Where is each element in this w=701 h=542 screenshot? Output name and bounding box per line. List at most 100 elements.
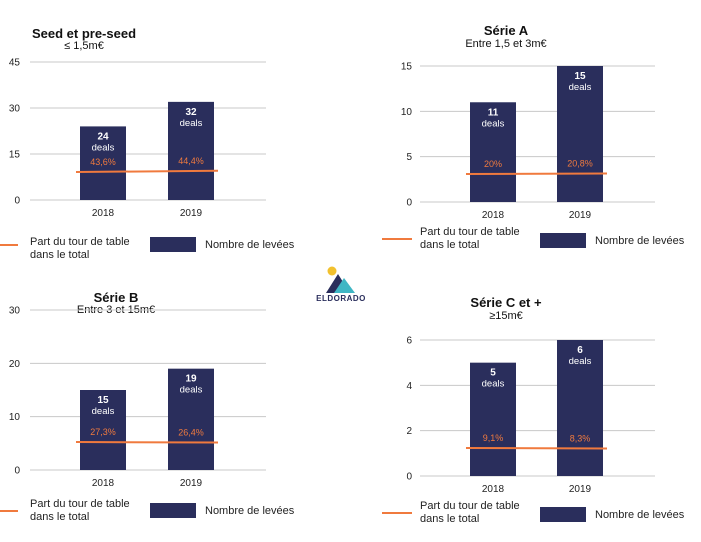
legend-bar-label: Nombre de levées xyxy=(595,509,685,521)
y-tick-label: 30 xyxy=(9,306,21,317)
bar-unit-label: deals xyxy=(180,385,203,396)
y-tick-label: 10 xyxy=(401,107,413,118)
line-value-label: 27,3% xyxy=(90,427,116,437)
bar-unit-label: deals xyxy=(569,82,592,93)
y-tick-label: 0 xyxy=(14,196,20,207)
bar-value-label: 11 xyxy=(488,107,499,118)
bar-value-label: 15 xyxy=(574,71,586,82)
x-tick-label: 2019 xyxy=(180,478,203,489)
line-value-label: 26,4% xyxy=(178,428,204,438)
legend-line-label-line2: dans le total xyxy=(30,511,90,523)
legend-line-swatch xyxy=(0,244,18,246)
chart-title: Série B xyxy=(93,290,139,305)
legend-line-label: Part du tour de table dans le total xyxy=(420,500,520,526)
chart-panel-seed: Seed et pre-seed ≤ 1,5m€ 0 15 30 45 24 deals 2… xyxy=(0,0,300,270)
bar-unit-label: deals xyxy=(92,406,115,417)
bar-unit-label: deals xyxy=(482,118,505,129)
chart-legend: Part du tour de table dans le total Nomb… xyxy=(370,500,701,534)
y-tick-label: 0 xyxy=(406,472,412,483)
line-value-label: 20% xyxy=(484,159,502,169)
chart-subtitle: ≤ 1,5m€ xyxy=(64,40,104,52)
legend-bar-swatch xyxy=(150,237,196,252)
legend-line-label-line1: Part du tour de table xyxy=(30,236,130,248)
bar-value-label: 6 xyxy=(577,345,583,356)
y-tick-label: 2 xyxy=(406,426,412,437)
chart-panel-serie-b: Série B Entre 3 et 15m€ 0 10 20 30 15 deals 20… xyxy=(0,272,300,542)
legend-line-label-line1: Part du tour de table xyxy=(30,498,130,510)
legend-line-label: Part du tour de table dans le total xyxy=(30,498,130,524)
mountain-sun-logo-icon xyxy=(326,266,355,293)
bar-unit-label: deals xyxy=(92,142,115,153)
legend-line-label: Part du tour de table dans le total xyxy=(30,236,130,262)
bar-value-label: 32 xyxy=(185,107,197,118)
x-tick-label: 2019 xyxy=(569,210,592,221)
x-tick-label: 2018 xyxy=(482,484,505,495)
bar-value-label: 15 xyxy=(97,395,109,406)
bar-2019 xyxy=(557,66,603,202)
chart-legend: Part du tour de table dans le total Nomb… xyxy=(370,226,701,260)
logo-text: ELDORADO xyxy=(316,294,366,303)
legend-bar-label: Nombre de levées xyxy=(595,235,685,247)
bar-2018 xyxy=(80,126,126,200)
y-tick-label: 15 xyxy=(401,62,413,73)
legend-bar-label: Nombre de levées xyxy=(205,239,295,251)
chart-legend: Part du tour de table dans le total Nomb… xyxy=(0,498,300,532)
legend-line-label-line2: dans le total xyxy=(30,249,90,261)
chart-panel-serie-a: Série A Entre 1,5 et 3m€ 0 5 10 15 11 deals 20… xyxy=(370,0,701,270)
legend-line-swatch xyxy=(382,238,412,240)
bar-unit-label: deals xyxy=(569,356,592,367)
series-line-part-du-tour xyxy=(75,441,219,444)
legend-bar-swatch xyxy=(150,503,196,518)
y-tick-label: 0 xyxy=(14,466,20,477)
y-tick-label: 4 xyxy=(406,381,412,392)
bar-value-label: 5 xyxy=(490,368,496,379)
chart-title: Série C et + xyxy=(470,295,542,310)
x-tick-label: 2018 xyxy=(92,478,115,489)
bar-2018 xyxy=(470,362,516,476)
eldorado-logo: ELDORADO xyxy=(308,266,374,308)
bar-2018 xyxy=(470,102,516,202)
y-tick-label: 15 xyxy=(9,150,21,161)
legend-bar-swatch xyxy=(540,507,586,522)
legend-bar-swatch xyxy=(540,233,586,248)
legend-line-label: Part du tour de table dans le total xyxy=(420,226,520,252)
y-tick-label: 0 xyxy=(406,198,412,209)
legend-line-swatch xyxy=(382,512,412,514)
bar-unit-label: deals xyxy=(180,118,203,129)
legend-line-label-line2: dans le total xyxy=(420,513,480,525)
legend-line-label-line2: dans le total xyxy=(420,239,480,251)
y-tick-label: 30 xyxy=(9,104,21,115)
x-tick-label: 2018 xyxy=(482,210,505,221)
bar-value-label: 24 xyxy=(97,131,109,142)
line-value-label: 20,8% xyxy=(567,159,593,169)
series-line-part-du-tour xyxy=(75,169,219,173)
y-tick-label: 45 xyxy=(9,58,21,69)
bar-unit-label: deals xyxy=(482,379,505,390)
y-tick-label: 20 xyxy=(9,359,21,370)
chart-title: Seed et pre-seed xyxy=(31,26,137,41)
line-value-label: 43,6% xyxy=(90,157,116,167)
y-tick-label: 6 xyxy=(406,336,412,347)
chart-panel-serie-c: Série C et + ≥15m€ 0 2 4 6 5 deals 2018 6 deals 2… xyxy=(370,272,701,542)
chart-subtitle: Entre 1,5 et 3m€ xyxy=(465,38,547,50)
line-value-label: 44,4% xyxy=(178,156,204,166)
bar-2018 xyxy=(80,390,126,470)
y-tick-label: 10 xyxy=(9,412,21,423)
x-tick-label: 2018 xyxy=(92,208,115,219)
x-tick-label: 2019 xyxy=(180,208,203,219)
bar-2019 xyxy=(168,368,214,470)
legend-line-label-line1: Part du tour de table xyxy=(420,226,520,238)
bar-value-label: 19 xyxy=(185,374,197,385)
bar-2019 xyxy=(557,340,603,476)
legend-line-label-line1: Part du tour de table xyxy=(420,500,520,512)
line-value-label: 8,3% xyxy=(570,433,591,443)
chart-subtitle: ≥15m€ xyxy=(489,310,523,322)
x-tick-label: 2019 xyxy=(569,484,592,495)
line-value-label: 9,1% xyxy=(483,433,504,443)
chart-legend: Part du tour de table dans le total Nomb… xyxy=(0,236,300,270)
chart-title: Série A xyxy=(483,23,529,38)
